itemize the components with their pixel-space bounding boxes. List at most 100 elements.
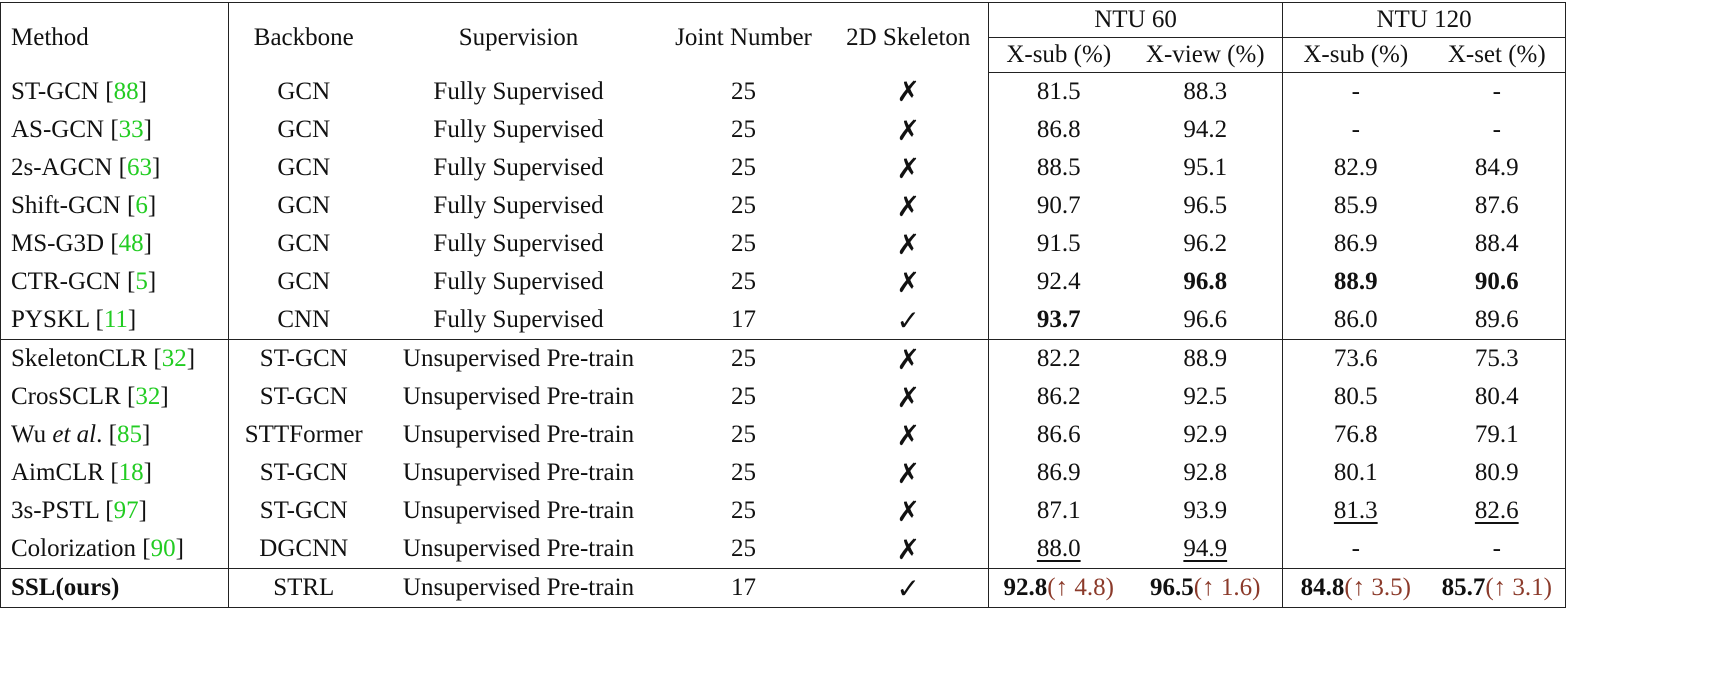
score: 80.9: [1474, 459, 1519, 486]
score: 86.8: [1036, 116, 1081, 143]
joints-cell: 25: [731, 230, 756, 257]
score-cell: 82.6: [1428, 492, 1567, 530]
bracket: ]: [160, 383, 169, 410]
bracket: [: [105, 77, 114, 105]
score-cell: 93.7: [988, 301, 1129, 340]
table-row: Shift-GCN [6] GCN Fully Supervised 25 ✗ 90.7 9…: [0, 187, 1567, 225]
backbone-cell: STRL: [228, 568, 379, 608]
skeleton-mark: ✗: [896, 494, 920, 528]
skeleton-mark: ✗: [896, 151, 920, 185]
table-row: PYSKL [11] CNN Fully Supervised 17 ✓ 93.7 96.6…: [0, 301, 1567, 340]
score-gain: (↑ 4.8): [1047, 574, 1114, 601]
reference: 32: [161, 345, 187, 372]
score-cell: 86.2: [989, 378, 1129, 416]
method-cell: SSL(ours): [0, 568, 229, 608]
reference: 32: [135, 383, 161, 410]
supervision-cell: Unsupervised Pre-train: [402, 383, 635, 410]
score-gain: (↑ 1.6): [1193, 574, 1261, 601]
score-cell: 88.3: [1128, 72, 1284, 111]
score-cell: 86.9: [1283, 225, 1429, 263]
bracket: [: [110, 116, 119, 143]
bracket: ]: [143, 116, 152, 143]
score-cell: 84.8(↑ 3.5): [1282, 568, 1429, 608]
score-cell: 81.3: [1283, 492, 1429, 530]
method-cell: CrosSCLR [32]: [0, 378, 229, 416]
supervision-cell: Fully Supervised: [433, 154, 604, 181]
bracket: [: [126, 192, 136, 219]
score-cell: 82.9: [1283, 149, 1429, 187]
joints-cell: 17: [658, 568, 829, 608]
backbone-cell: CNN: [228, 301, 379, 340]
method-cell: Shift-GCN [6]: [0, 187, 229, 225]
score-cell: 86.8: [989, 111, 1129, 149]
score: 93.7: [1036, 306, 1081, 333]
score: -: [1351, 78, 1360, 105]
reference: 63: [126, 154, 152, 181]
table-header: Method Backbone Supervision Joint Number…: [0, 2, 1567, 73]
skeleton-mark: ✗: [896, 189, 920, 223]
score: 86.0: [1333, 306, 1378, 333]
score: 87.1: [1036, 497, 1081, 524]
joints-cell: 25: [731, 497, 756, 524]
score-cell: 73.6: [1283, 340, 1429, 379]
score: 96.6: [1183, 306, 1228, 333]
skeleton-mark: ✗: [896, 456, 920, 490]
skeleton-mark: ✗: [896, 380, 920, 414]
skeleton-cell: ✗: [828, 454, 989, 492]
score-cell: 80.1: [1283, 454, 1429, 492]
score: 85.7: [1441, 574, 1486, 601]
score-cell: 92.8: [1128, 454, 1284, 492]
method-name: AS-GCN: [11, 116, 105, 143]
reference: 5: [135, 268, 148, 295]
score: 89.6: [1474, 306, 1519, 333]
score-cell: 75.3: [1428, 339, 1567, 378]
skeleton-cell: ✗: [828, 263, 989, 301]
joints-cell: 25: [731, 154, 756, 181]
score: 96.5: [1183, 192, 1228, 219]
score: 86.2: [1036, 383, 1081, 410]
score-cell: 96.5(↑ 1.6): [1128, 568, 1284, 608]
score: 92.9: [1183, 421, 1228, 448]
reference: 11: [103, 306, 128, 333]
score: 96.5: [1150, 574, 1194, 601]
score: 90.6: [1474, 268, 1519, 295]
score-cell: 88.9: [1128, 339, 1284, 378]
supervision-cell: Unsupervised Pre-train: [402, 421, 635, 448]
score: -: [1492, 78, 1501, 105]
backbone-cell: ST-GCN: [259, 497, 348, 524]
score-cell: 90.7: [989, 187, 1129, 225]
backbone-cell: GCN: [277, 116, 331, 143]
joints-cell: 17: [658, 301, 829, 340]
score-cell: 87.1: [989, 492, 1129, 530]
skeleton-cell: ✗: [828, 416, 989, 454]
score-cell: 95.1: [1128, 149, 1284, 187]
method-name: MS-G3D: [11, 230, 105, 257]
bracket: [: [118, 154, 127, 181]
method-name: PYSKL: [11, 306, 90, 333]
backbone-cell: ST-GCN: [259, 345, 348, 372]
score-cell: 92.9: [1128, 416, 1284, 454]
score: 86.6: [1036, 421, 1081, 448]
group-header: NTU 60: [988, 2, 1284, 38]
reference: 33: [118, 116, 144, 143]
method-name: CTR-GCN: [11, 268, 121, 295]
method-cell: CTR-GCN [5]: [0, 263, 229, 301]
reference: 97: [113, 497, 139, 524]
bracket: ]: [186, 345, 196, 372]
reference: 85: [116, 421, 142, 448]
backbone-cell: GCN: [277, 192, 331, 219]
bracket: [: [127, 383, 136, 410]
table-row: SkeletonCLR [32] ST-GCN Unsupervised Pre-t…: [0, 339, 1567, 379]
score: 95.1: [1183, 154, 1228, 181]
score-cell: 88.9: [1283, 263, 1429, 301]
score-cell: -: [1428, 72, 1567, 111]
table-body: ST-GCN [88] GCN Fully Supervised 25 ✗ 81.5 88.…: [0, 72, 1567, 608]
bracket: [: [110, 459, 119, 486]
method-name: Colorization: [11, 535, 136, 562]
table-row: CrosSCLR [32] ST-GCN Unsupervised Pre-trai…: [0, 378, 1567, 416]
score-cell: 85.9: [1283, 187, 1429, 225]
method-name: AimCLR: [11, 459, 105, 486]
score-cell: -: [1283, 111, 1429, 149]
score-cell: 79.1: [1428, 416, 1567, 454]
bracket: ]: [175, 535, 184, 562]
